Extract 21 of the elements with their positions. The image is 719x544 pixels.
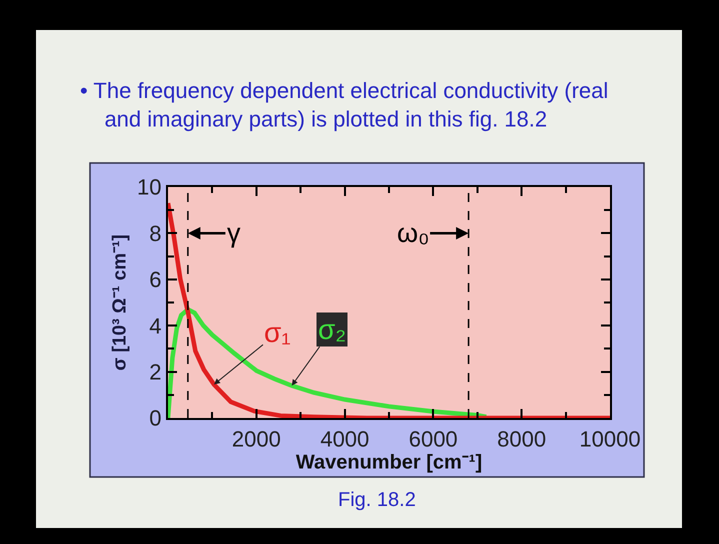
line-series bbox=[168, 200, 610, 418]
y-axis-title: σ [10³ Ω⁻¹ cm⁻¹] bbox=[109, 234, 130, 371]
y-tick-label: 8 bbox=[149, 220, 162, 246]
x-axis-title: Wavenumber [cm⁻¹] bbox=[296, 452, 482, 474]
series-label: σ₂ bbox=[318, 314, 346, 345]
y-tick-label: 0 bbox=[149, 406, 162, 431]
y-tick-label: 10 bbox=[137, 174, 162, 200]
y-tick-label: 2 bbox=[149, 360, 162, 384]
text: σ₁ bbox=[264, 317, 291, 348]
y-tick-label: 6 bbox=[149, 267, 162, 292]
x-tick-label: 8000 bbox=[497, 426, 546, 452]
line-series bbox=[168, 307, 488, 418]
x-tick-label: 2000 bbox=[232, 426, 281, 452]
x-tick-label: 10000 bbox=[579, 426, 641, 452]
x-tick-label: 4000 bbox=[320, 426, 370, 452]
chart-title: • The frequency dependent electrical conductivity (real and imaginary parts) is plotted in this fig. 18.2 bbox=[80, 78, 608, 132]
x-tick-label: 6000 bbox=[408, 426, 458, 452]
caption: Fig. 18.2 bbox=[338, 489, 416, 511]
ref-line-label: γ bbox=[227, 218, 241, 248]
y-tick-label: 4 bbox=[149, 313, 162, 338]
ref-line-label: ω₀ bbox=[397, 218, 430, 248]
